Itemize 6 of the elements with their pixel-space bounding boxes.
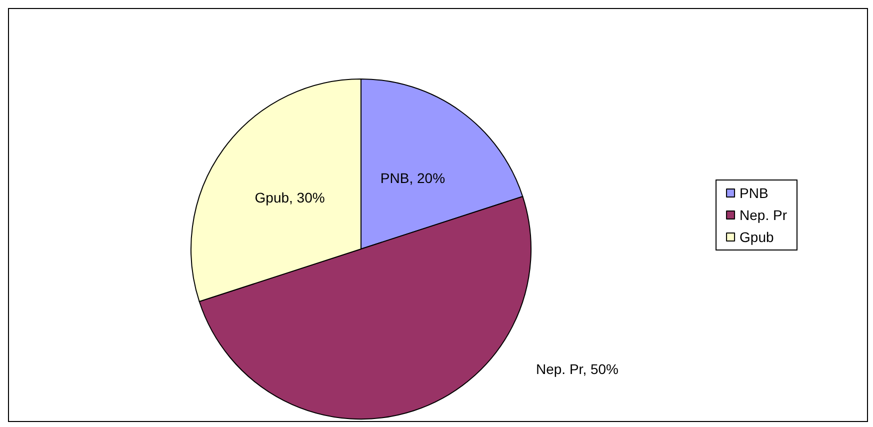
- data-label: Gpub, 30%: [254, 189, 325, 206]
- legend-label: Nep. Pr: [740, 207, 788, 223]
- data-label: Nep. Pr, 50%: [536, 361, 618, 377]
- legend-label: Gpub: [740, 229, 774, 245]
- data-label: PNB, 20%: [380, 170, 446, 186]
- legend-label: PNB: [740, 185, 768, 201]
